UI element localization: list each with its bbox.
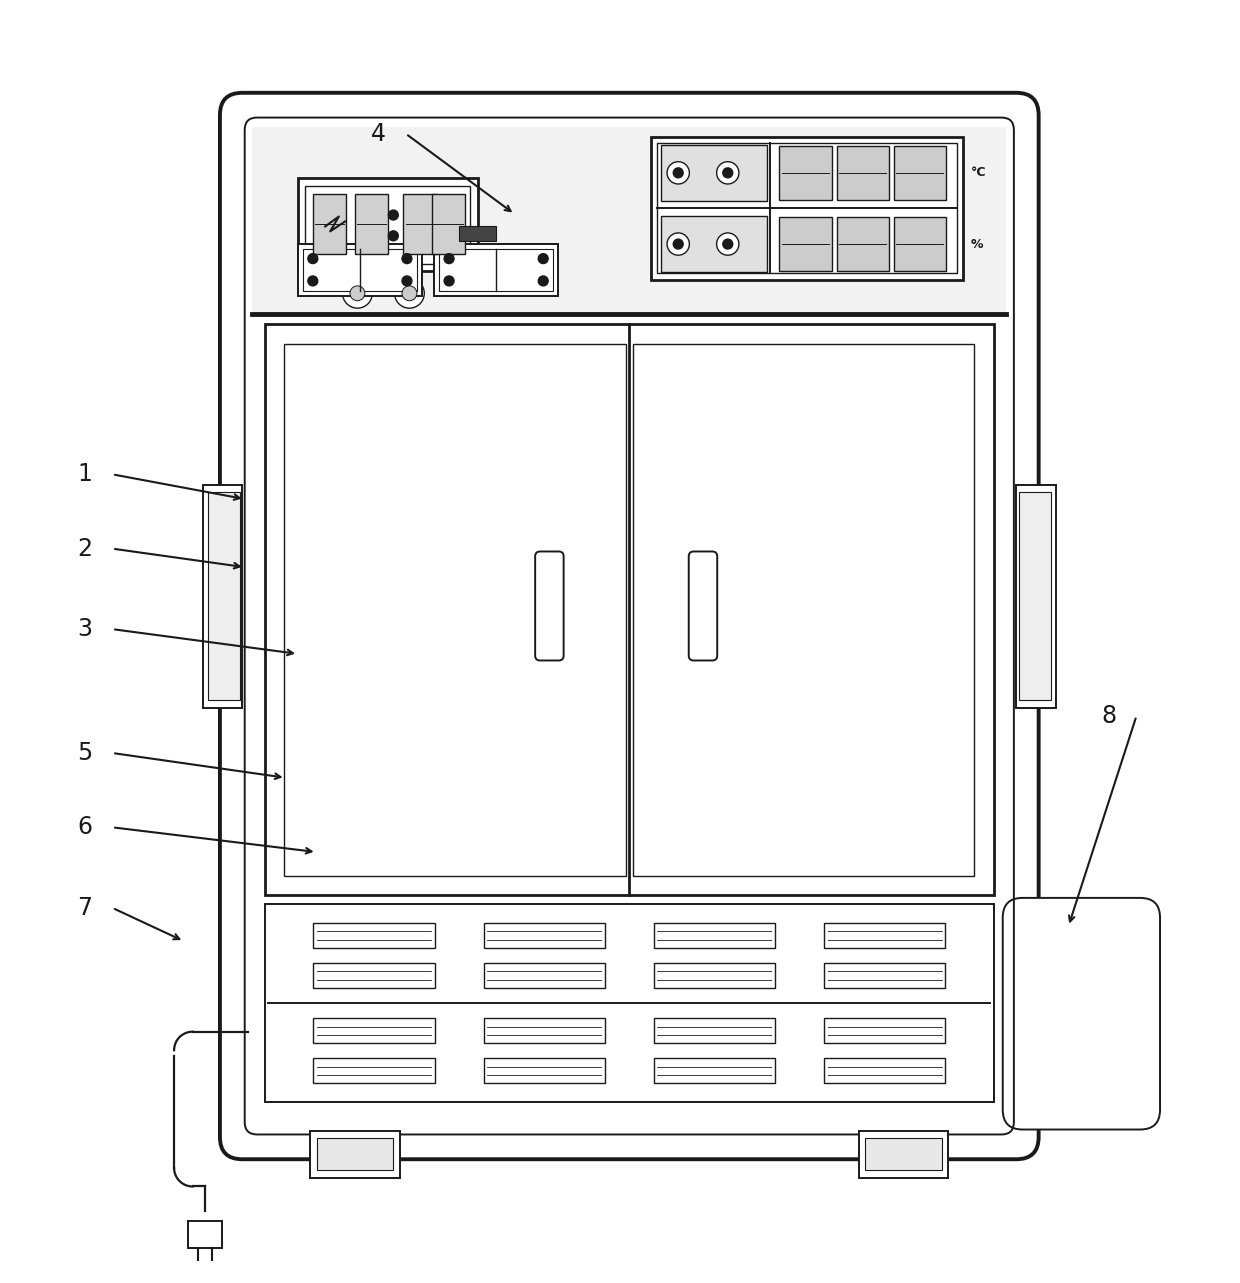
Bar xyxy=(859,1130,949,1178)
Bar xyxy=(284,344,625,875)
FancyBboxPatch shape xyxy=(1003,898,1161,1129)
Bar xyxy=(661,216,768,272)
Bar xyxy=(459,226,496,241)
Text: %: % xyxy=(971,237,983,250)
Circle shape xyxy=(673,239,683,249)
Bar xyxy=(432,194,465,254)
Text: 4: 4 xyxy=(371,122,386,146)
Bar xyxy=(823,1058,945,1083)
Bar xyxy=(312,194,346,254)
Bar xyxy=(894,146,946,200)
Text: 1: 1 xyxy=(77,462,92,486)
Text: °C: °C xyxy=(971,167,986,180)
Bar xyxy=(252,127,1007,314)
Text: 5: 5 xyxy=(77,742,93,765)
Bar xyxy=(653,964,775,988)
Bar xyxy=(314,922,435,948)
Circle shape xyxy=(723,168,733,178)
Circle shape xyxy=(350,286,365,300)
Bar xyxy=(823,1019,945,1043)
Bar xyxy=(403,194,436,254)
Bar xyxy=(314,964,435,988)
Circle shape xyxy=(402,254,412,263)
Bar xyxy=(1017,485,1056,708)
Circle shape xyxy=(667,162,689,183)
Circle shape xyxy=(444,276,454,286)
FancyBboxPatch shape xyxy=(536,552,564,661)
Bar xyxy=(314,1058,435,1083)
Bar xyxy=(434,244,558,296)
Bar xyxy=(439,249,553,291)
Bar xyxy=(653,1019,775,1043)
Bar xyxy=(837,146,889,200)
Bar xyxy=(314,1019,435,1043)
Bar xyxy=(657,144,957,273)
Circle shape xyxy=(538,276,548,286)
Bar xyxy=(484,1058,605,1083)
Bar xyxy=(653,1058,775,1083)
Bar xyxy=(187,1221,222,1248)
Circle shape xyxy=(444,254,454,263)
Text: 8: 8 xyxy=(1101,704,1117,727)
Text: 3: 3 xyxy=(77,617,93,642)
Circle shape xyxy=(538,254,548,263)
Bar xyxy=(264,905,994,1102)
Bar xyxy=(298,178,477,271)
Circle shape xyxy=(717,162,739,183)
Text: 2: 2 xyxy=(77,536,93,561)
Circle shape xyxy=(388,210,398,219)
Bar xyxy=(780,146,832,200)
Circle shape xyxy=(342,278,372,308)
Bar xyxy=(823,964,945,988)
Bar xyxy=(484,1019,605,1043)
Bar xyxy=(207,493,239,701)
Bar xyxy=(303,249,417,291)
Bar xyxy=(484,964,605,988)
Bar xyxy=(661,145,768,201)
Bar xyxy=(316,1138,393,1170)
Bar xyxy=(305,186,470,263)
FancyBboxPatch shape xyxy=(688,552,717,661)
Bar xyxy=(355,194,388,254)
Circle shape xyxy=(308,254,317,263)
Circle shape xyxy=(394,278,424,308)
Bar xyxy=(653,922,775,948)
Bar xyxy=(837,217,889,271)
Bar xyxy=(264,325,994,896)
Bar xyxy=(310,1130,399,1178)
Bar xyxy=(866,1138,942,1170)
Text: 7: 7 xyxy=(77,896,93,920)
Bar xyxy=(823,922,945,948)
Circle shape xyxy=(308,276,317,286)
Circle shape xyxy=(667,234,689,255)
Bar xyxy=(632,344,975,875)
Circle shape xyxy=(402,286,417,300)
Circle shape xyxy=(723,239,733,249)
Bar xyxy=(484,922,605,948)
Circle shape xyxy=(402,276,412,286)
FancyBboxPatch shape xyxy=(219,92,1039,1160)
Bar xyxy=(298,244,422,296)
Bar xyxy=(780,217,832,271)
Circle shape xyxy=(388,231,398,241)
Circle shape xyxy=(717,234,739,255)
Bar xyxy=(651,137,963,280)
Bar xyxy=(1019,493,1052,701)
Bar xyxy=(894,217,946,271)
Circle shape xyxy=(673,168,683,178)
Text: 6: 6 xyxy=(77,815,93,839)
Bar xyxy=(202,485,242,708)
